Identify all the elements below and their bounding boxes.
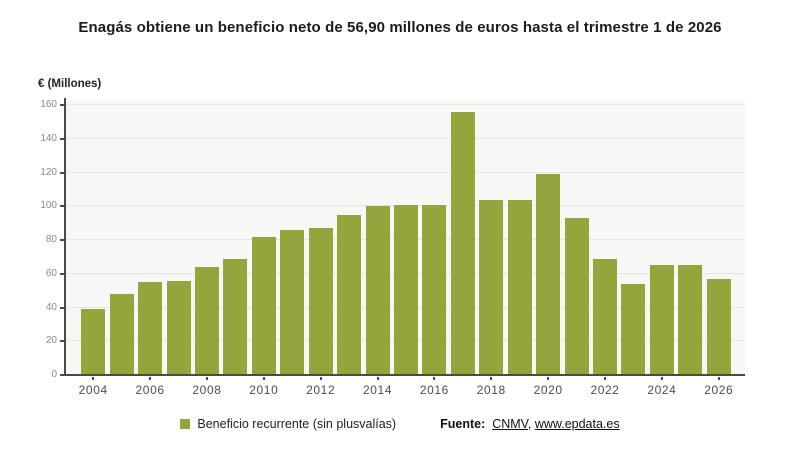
bar-2015 xyxy=(394,204,418,375)
chart-title: Enagás obtiene un beneficio neto de 56,9… xyxy=(78,19,722,36)
x-tick-label-2016: 2016 xyxy=(419,383,449,397)
x-tick-label-2004: 2004 xyxy=(78,383,108,397)
x-tick-label-2014: 2014 xyxy=(363,383,393,397)
legend-label: Beneficio recurrente (sin plusvalías) xyxy=(197,417,397,431)
bar-2010 xyxy=(251,236,276,375)
x-tick-label-2008: 2008 xyxy=(192,383,222,397)
x-tick-label-2026: 2026 xyxy=(704,383,734,397)
x-axis-tick xyxy=(433,377,436,380)
bar-2021 xyxy=(564,218,589,375)
y-axis-tick xyxy=(60,137,64,140)
bar-2022 xyxy=(593,258,618,375)
x-axis-tick xyxy=(604,377,607,380)
bar-2019 xyxy=(507,199,532,375)
y-axis-tick xyxy=(60,306,64,309)
y-axis-tick xyxy=(60,374,64,376)
y-tick-label-100: 100 xyxy=(40,200,57,212)
y-axis-tick xyxy=(60,171,64,174)
x-axis-tick xyxy=(376,377,379,380)
plot-area xyxy=(65,100,745,375)
y-tick-label-20: 20 xyxy=(45,335,57,347)
y-tick-label-40: 40 xyxy=(45,301,57,313)
gridline-y-140 xyxy=(65,137,745,139)
y-axis-tick xyxy=(60,104,64,106)
x-tick-label-2020: 2020 xyxy=(533,383,563,397)
legend-item: Beneficio recurrente (sin plusvalías) xyxy=(180,417,396,431)
y-tick-label-140: 140 xyxy=(40,132,57,144)
y-axis-tick xyxy=(60,272,64,275)
bar-2009 xyxy=(223,258,248,375)
legend-swatch-icon xyxy=(180,419,191,429)
bar-2024 xyxy=(649,265,674,375)
bar-2020 xyxy=(536,174,561,375)
y-axis-tick xyxy=(60,239,64,241)
bar-2016 xyxy=(422,204,447,375)
y-tick-label-160: 160 xyxy=(40,99,57,110)
x-axis-tick xyxy=(262,377,265,380)
gridline-y-160 xyxy=(65,104,745,105)
x-tick-label-2018: 2018 xyxy=(476,383,506,397)
bar-2026 xyxy=(706,278,731,375)
bar-2007 xyxy=(166,280,191,375)
bar-2017 xyxy=(450,111,475,375)
x-axis-tick xyxy=(717,377,720,380)
x-axis-tick xyxy=(319,377,322,380)
source-separator: , xyxy=(527,417,535,431)
bar-2004 xyxy=(81,309,106,375)
y-tick-label-0: 0 xyxy=(51,369,57,380)
bar-2018 xyxy=(479,199,504,375)
bar-2006 xyxy=(138,282,163,375)
x-axis-tick xyxy=(490,377,493,380)
x-axis-tick xyxy=(547,377,550,380)
x-tick-label-2012: 2012 xyxy=(306,383,336,397)
bar-2023 xyxy=(621,283,646,375)
y-tick-label-80: 80 xyxy=(45,234,57,245)
source-prefix: Fuente: xyxy=(440,417,486,431)
x-axis-tick xyxy=(205,377,208,380)
source-link-epdata[interactable]: www.epdata.es xyxy=(534,417,620,431)
y-tick-label-120: 120 xyxy=(40,166,57,178)
source-link-cnmv[interactable]: CNMV xyxy=(492,417,528,431)
bar-2008 xyxy=(194,267,219,375)
x-tick-label-2022: 2022 xyxy=(590,383,620,397)
x-axis-tick xyxy=(660,377,663,380)
bar-2013 xyxy=(337,214,362,375)
bar-2012 xyxy=(308,228,333,375)
y-axis-title: € (Millones) xyxy=(38,78,102,90)
bar-2011 xyxy=(280,229,305,375)
y-axis-tick xyxy=(60,205,64,208)
gridline-y-120 xyxy=(65,171,745,173)
x-axis-tick xyxy=(92,377,95,380)
x-axis-line xyxy=(63,374,745,376)
bar-2025 xyxy=(678,265,703,375)
y-axis-line xyxy=(64,98,66,375)
x-tick-label-2006: 2006 xyxy=(135,383,165,397)
x-axis-tick xyxy=(149,377,152,380)
bar-2005 xyxy=(109,294,134,375)
y-axis-tick xyxy=(60,340,64,343)
x-tick-label-2010: 2010 xyxy=(249,383,279,397)
source-note: Fuente: CNMV, www.epdata.es xyxy=(440,417,620,431)
x-tick-label-2024: 2024 xyxy=(647,383,677,397)
legend-row: Beneficio recurrente (sin plusvalías) Fu… xyxy=(0,417,800,431)
y-tick-label-60: 60 xyxy=(45,267,57,279)
bar-2014 xyxy=(365,206,390,375)
